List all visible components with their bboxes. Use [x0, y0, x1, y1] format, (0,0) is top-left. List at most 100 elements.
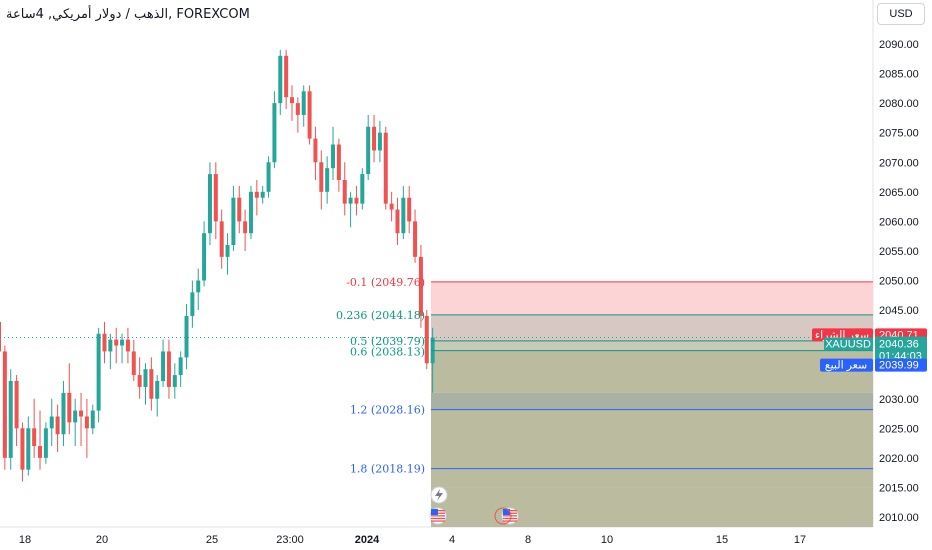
- x-tick-label: 8: [525, 534, 531, 546]
- y-tick-label: 2085.00: [879, 69, 919, 81]
- candle-body: [395, 209, 400, 234]
- candle-body: [137, 375, 142, 387]
- x-tick-label: 4: [449, 534, 455, 546]
- x-tick-label: 25: [206, 534, 218, 546]
- candle-body: [225, 245, 230, 257]
- candle-body: [213, 174, 218, 222]
- candle-body: [331, 144, 336, 169]
- candle-body: [348, 197, 353, 204]
- candle-body: [272, 103, 277, 163]
- us-flag-icon[interactable]: [429, 507, 447, 525]
- x-tick-label: 17: [794, 534, 806, 546]
- candle-body: [354, 197, 359, 204]
- candle-body: [120, 339, 125, 346]
- candle-body: [366, 126, 371, 175]
- y-tick-label: 2020.00: [879, 453, 919, 465]
- candle-body: [155, 381, 160, 399]
- x-tick-label: 23:00: [276, 534, 304, 546]
- fib-zone: [431, 340, 873, 351]
- candle-body: [178, 357, 183, 376]
- y-tick-label: 2025.00: [879, 423, 919, 435]
- y-tick-label: 2030.00: [879, 394, 919, 406]
- candle-body: [90, 410, 95, 429]
- fib-zone: [431, 314, 873, 341]
- fib-level-label: 1.2 (2028.16): [350, 404, 425, 417]
- candle-body: [20, 428, 25, 470]
- sell-price-label-bg: [820, 358, 873, 372]
- y-tick-label: 2070.00: [879, 157, 919, 169]
- candle-body: [307, 91, 312, 139]
- y-tick-label: 2090.00: [879, 39, 919, 51]
- fib-zone: [431, 392, 873, 410]
- candle-body: [131, 351, 136, 376]
- candle-body: [49, 416, 54, 429]
- candle-body: [377, 132, 382, 151]
- candle-body: [266, 162, 271, 192]
- candle-body: [383, 132, 388, 204]
- candle-body: [125, 339, 130, 352]
- candle-body: [336, 144, 341, 180]
- candle-body: [102, 333, 107, 352]
- candle-body: [8, 381, 13, 458]
- candle-body: [389, 203, 394, 210]
- candle-body: [278, 55, 283, 104]
- candle-body: [254, 191, 259, 198]
- y-tick-label: 2065.00: [879, 187, 919, 199]
- fib-level-label: 0.236 (2044.18): [336, 309, 425, 322]
- candle-body: [32, 428, 37, 447]
- lightning-glyph: [435, 489, 443, 501]
- candle-body: [14, 381, 19, 429]
- y-tick-label: 2075.00: [879, 128, 919, 140]
- y-tick-label: 2080.00: [879, 98, 919, 110]
- candle-body: [231, 197, 236, 246]
- x-tick-label: 18: [19, 534, 31, 546]
- currency-button[interactable]: USD: [877, 3, 925, 25]
- y-tick-label: 2060.00: [879, 216, 919, 228]
- candle-body: [84, 416, 89, 429]
- candle-body: [313, 138, 318, 163]
- x-tick-label: 20: [96, 534, 108, 546]
- candle-body: [172, 375, 177, 387]
- candle-body: [166, 351, 171, 387]
- candle-body: [418, 256, 423, 316]
- fib-zone: [431, 281, 873, 315]
- chart-title: الذهب / دولار أمريكي, 4ساعة, FOREXCOM: [6, 7, 250, 22]
- candle-body: [207, 174, 212, 234]
- sell-price-tag-bg: [875, 358, 927, 372]
- candle-body: [248, 191, 253, 234]
- lightning-icon[interactable]: [430, 486, 448, 504]
- candle-body: [290, 97, 294, 104]
- us-flag-icon[interactable]: [501, 507, 519, 525]
- sell-price-tag: 2039.99: [879, 360, 919, 372]
- candle-body: [401, 197, 406, 234]
- sell-price-label: سعر البيع: [825, 360, 868, 372]
- candle-body: [149, 369, 154, 399]
- candle-body: [26, 428, 31, 470]
- candle-body: [61, 392, 66, 435]
- candle-body: [38, 446, 43, 458]
- candle-body: [79, 410, 84, 417]
- fib-level-label: 1.8 (2018.19): [350, 463, 425, 476]
- candle-body: [301, 91, 306, 115]
- event-cluster-ring: [494, 507, 512, 525]
- candle-body: [161, 351, 166, 382]
- candle-body: [219, 221, 224, 257]
- candle-body: [284, 55, 289, 98]
- candle-body: [372, 126, 377, 151]
- x-tick-label: 10: [601, 534, 613, 546]
- fib-zone: [431, 409, 873, 488]
- candle-body: [0, 321, 1, 352]
- last-price-value: 2040.36: [879, 338, 919, 350]
- candle-body: [190, 292, 195, 316]
- candle-body: [243, 221, 248, 234]
- candle-body: [73, 410, 78, 423]
- candle-body: [202, 233, 207, 281]
- candle-body: [237, 197, 242, 222]
- y-tick-label: 2055.00: [879, 246, 919, 258]
- candle-body: [295, 103, 300, 115]
- fib-level-label: 0.5 (2039.79): [350, 335, 425, 348]
- y-tick-label: 2045.00: [879, 305, 919, 317]
- fib-level-label: -0.1 (2049.76): [346, 276, 425, 289]
- candle-body: [143, 369, 148, 387]
